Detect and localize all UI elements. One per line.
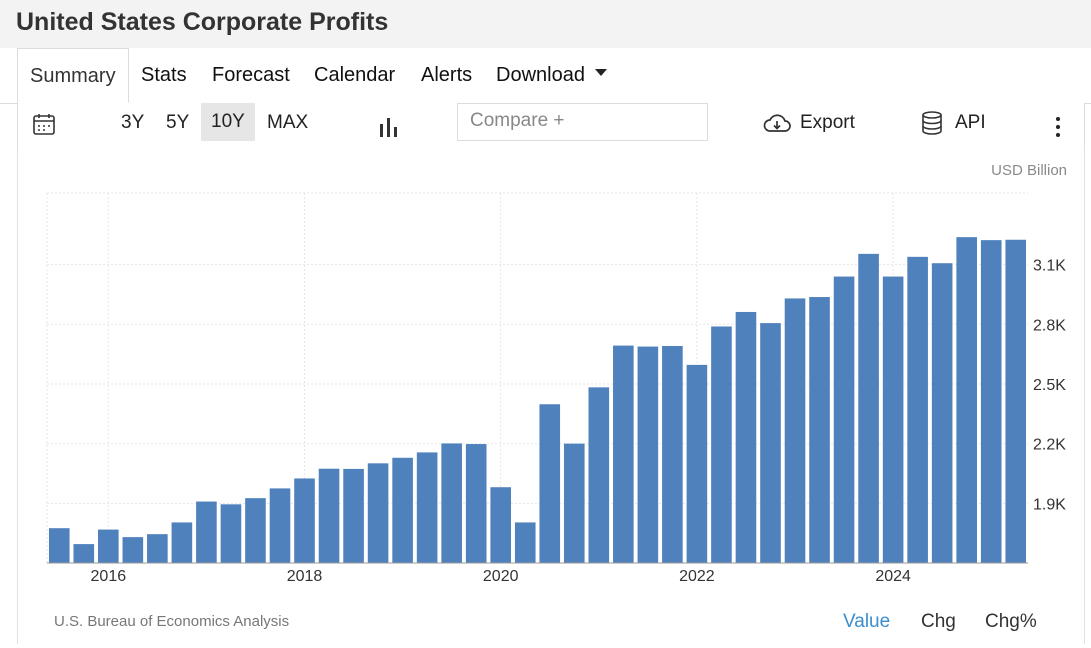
export-button[interactable]: Export: [762, 103, 855, 146]
bar-2016-Q4[interactable]: [171, 522, 193, 563]
cloud-download-icon: [763, 114, 791, 132]
bar-2022-Q4[interactable]: [760, 323, 781, 563]
bar-2021-Q1[interactable]: [588, 387, 610, 563]
bar-2018-Q2[interactable]: [318, 468, 340, 563]
bar-2017-Q2[interactable]: [220, 504, 242, 563]
bar-2020-Q1[interactable]: [490, 487, 512, 563]
x-tick-label: 2018: [287, 568, 323, 585]
tab-download-label: Download: [496, 64, 585, 86]
tab-calendar[interactable]: Calendar: [314, 64, 396, 86]
bar-2016-Q3[interactable]: [147, 534, 168, 563]
bar-2018-Q1[interactable]: [294, 478, 315, 563]
bar-2020-Q4[interactable]: [563, 443, 585, 563]
bar-2019-Q4[interactable]: [465, 444, 487, 563]
bar-2023-Q1[interactable]: [784, 298, 806, 563]
api-button[interactable]: API: [921, 103, 986, 146]
compare-input[interactable]: Compare +: [457, 103, 708, 141]
bar-2021-Q2[interactable]: [613, 345, 634, 563]
bar-2015-Q3[interactable]: [48, 528, 70, 563]
tab-alerts[interactable]: Alerts: [421, 64, 473, 86]
bar-2021-Q4[interactable]: [662, 345, 683, 563]
bar-2015-Q4[interactable]: [73, 544, 95, 563]
bar-2018-Q4[interactable]: [367, 463, 389, 563]
bar-2016-Q2[interactable]: [122, 537, 144, 563]
bar-2019-Q1[interactable]: [392, 457, 413, 563]
bar-2023-Q2[interactable]: [809, 297, 830, 563]
bar-2019-Q2[interactable]: [416, 452, 438, 563]
bar-2024-Q4[interactable]: [956, 237, 977, 563]
bar-2022-Q2[interactable]: [711, 326, 732, 563]
range-max-button[interactable]: MAX: [267, 112, 309, 133]
bar-2024-Q1[interactable]: [882, 276, 904, 563]
export-label: Export: [800, 112, 855, 133]
caret-down-icon: [594, 69, 607, 77]
bar-2019-Q3[interactable]: [441, 443, 462, 563]
x-tick-label: 2024: [875, 568, 911, 585]
range-5y-button[interactable]: 5Y: [166, 112, 190, 133]
bar-2025-Q2[interactable]: [1005, 239, 1027, 563]
y-tick-label: 2.5K: [1033, 377, 1066, 394]
bar-2020-Q2[interactable]: [514, 522, 536, 563]
x-tick-label: 2022: [679, 568, 715, 585]
bar-2024-Q2[interactable]: [907, 256, 928, 563]
bar-2020-Q3[interactable]: [539, 404, 561, 563]
tab-download[interactable]: Download: [496, 48, 607, 103]
y-tick-label: 2.2K: [1033, 437, 1066, 454]
bar-2021-Q3[interactable]: [637, 346, 659, 563]
bar-2022-Q3[interactable]: [735, 311, 757, 563]
source-label: U.S. Bureau of Economics Analysis: [54, 613, 290, 630]
y-tick-label: 2.8K: [1033, 317, 1066, 334]
bar-2023-Q3[interactable]: [833, 276, 855, 563]
bar-2023-Q4[interactable]: [858, 253, 879, 563]
bar-2017-Q4[interactable]: [269, 488, 291, 563]
chart-toolbar: 3Y 5Y 10Y MAX Compare + Export API: [17, 103, 1085, 147]
tab-bar: Summary Stats Forecast Calendar Alerts D…: [0, 48, 1091, 104]
title-bar: United States Corporate Profits: [0, 0, 1091, 49]
range-10y-button[interactable]: 10Y: [201, 103, 255, 141]
bar-2024-Q3[interactable]: [931, 263, 953, 563]
more-vertical-icon[interactable]: [1054, 113, 1062, 156]
database-icon: [922, 111, 942, 135]
tab-stats[interactable]: Stats: [141, 64, 187, 86]
bar-2017-Q3[interactable]: [245, 498, 266, 563]
y-tick-label: 3.1K: [1033, 258, 1066, 275]
x-tick-label: 2020: [483, 568, 519, 585]
tab-summary[interactable]: Summary: [17, 48, 129, 103]
mode-chg-button[interactable]: Chg: [921, 611, 956, 632]
bar-2016-Q1[interactable]: [98, 529, 119, 563]
x-tick-label: 2016: [91, 568, 127, 585]
bar-2025-Q1[interactable]: [980, 240, 1002, 564]
range-3y-button[interactable]: 3Y: [121, 112, 145, 133]
calendar-icon[interactable]: [32, 111, 56, 154]
bar-2022-Q1[interactable]: [686, 364, 708, 563]
mode-value-button[interactable]: Value: [843, 611, 891, 632]
unit-label: USD Billion: [991, 162, 1067, 179]
api-label: API: [955, 112, 986, 133]
mode-chg-pct-button[interactable]: Chg%: [985, 611, 1037, 632]
bar-chart-icon[interactable]: [378, 112, 400, 155]
bar-2018-Q3[interactable]: [343, 468, 364, 563]
page-title: United States Corporate Profits: [16, 8, 389, 36]
bar-2017-Q1[interactable]: [196, 501, 217, 563]
y-tick-label: 1.9K: [1033, 496, 1066, 513]
tab-forecast[interactable]: Forecast: [212, 64, 290, 86]
